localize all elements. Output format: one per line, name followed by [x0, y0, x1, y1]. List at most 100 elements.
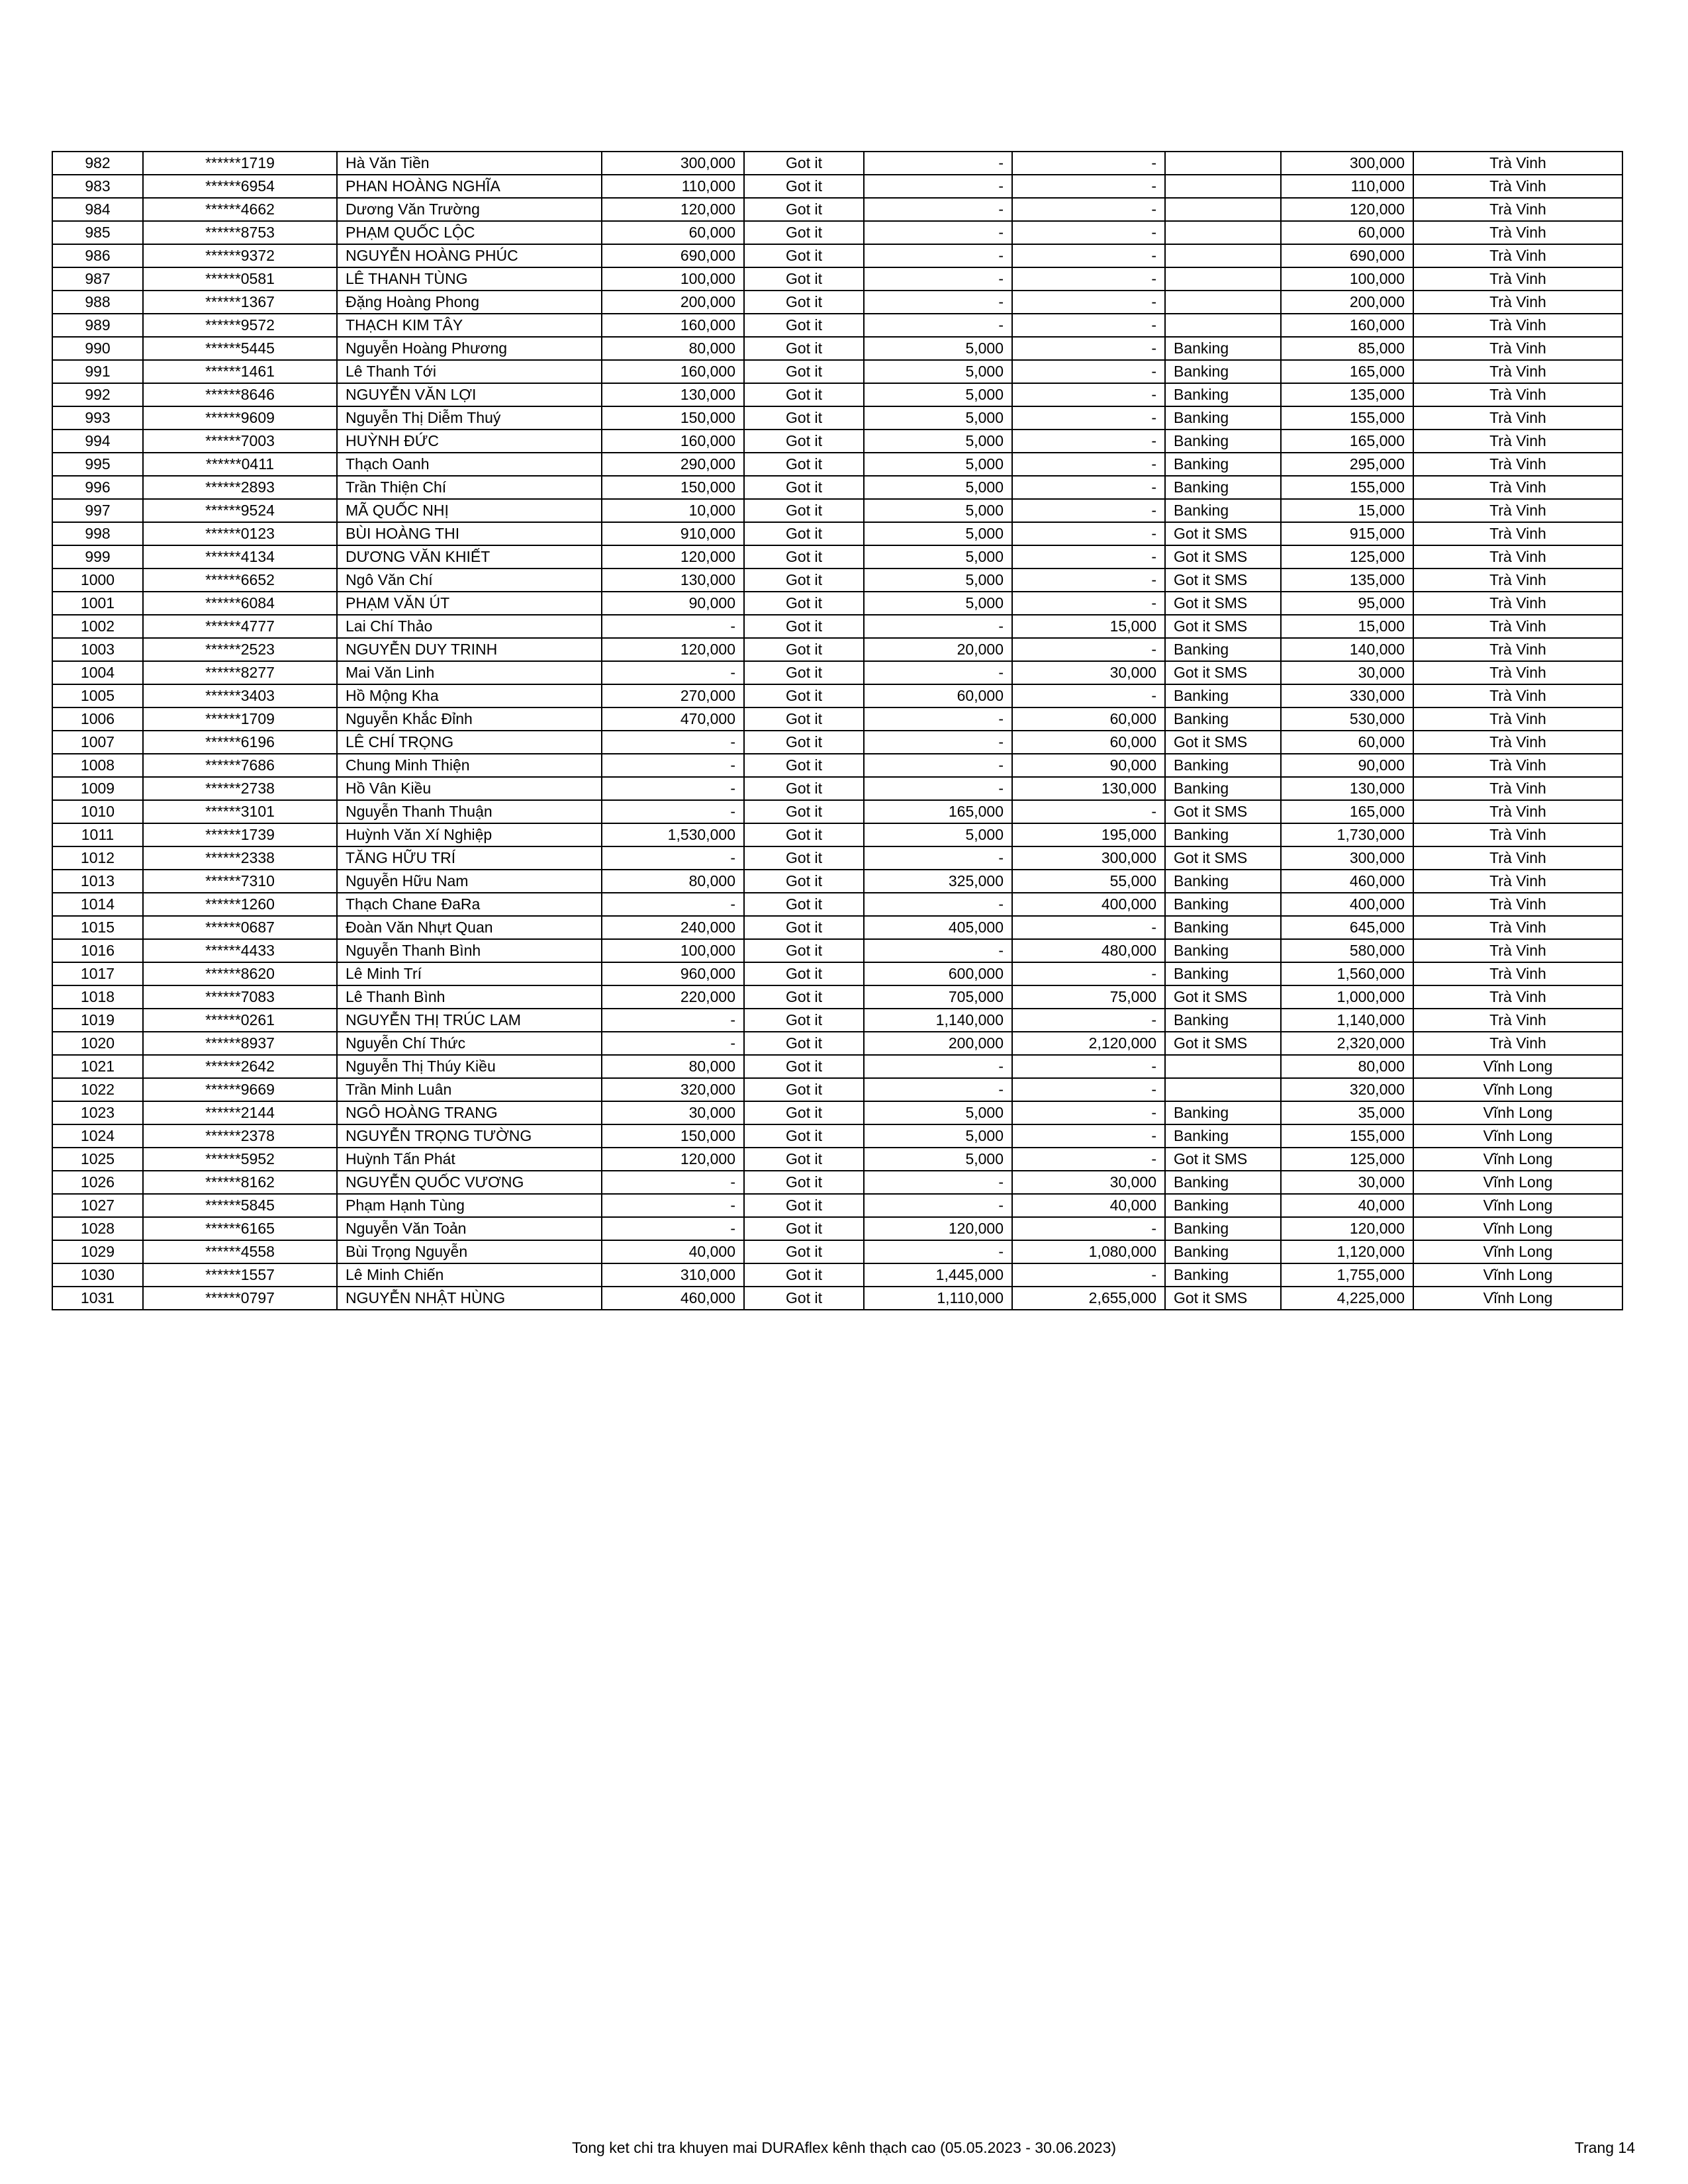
- customer-id-cell: ******5445: [142, 336, 338, 361]
- table-row: 1024 ******2378 NGUYỄN TRỌNG TƯỜNG 150,000 G…: [52, 1124, 1623, 1148]
- customer-id-cell: ******2738: [142, 776, 338, 801]
- total-amount-cell: 300,000: [1280, 846, 1414, 870]
- total-amount-cell: 35,000: [1280, 1101, 1414, 1125]
- amount-2-cell: 200,000: [863, 1031, 1013, 1056]
- customer-id-cell: ******9609: [142, 406, 338, 430]
- province-cell: Vĩnh Long: [1413, 1077, 1623, 1102]
- total-amount-cell: 80,000: [1280, 1054, 1414, 1079]
- customer-name-cell: Nguyễn Khắc Đỉnh: [336, 707, 602, 731]
- total-amount-cell: 400,000: [1280, 892, 1414, 917]
- table-row: 985 ******8753 PHẠM QUỐC LỘC 60,000 Got it - -…: [52, 220, 1623, 245]
- status-cell: Got it: [743, 406, 865, 430]
- amount-3-cell: -: [1011, 1054, 1166, 1079]
- customer-id-cell: ******0797: [142, 1286, 338, 1310]
- status-cell: Got it: [743, 1124, 865, 1148]
- amount-1-cell: 60,000: [601, 220, 745, 245]
- amount-1-cell: -: [601, 1216, 745, 1241]
- row-number-cell: 992: [52, 383, 144, 407]
- province-cell: Vĩnh Long: [1413, 1216, 1623, 1241]
- amount-2-cell: -: [863, 151, 1013, 175]
- status-cell: Got it: [743, 498, 865, 523]
- payment-method-cell: [1164, 1077, 1282, 1102]
- total-amount-cell: 4,225,000: [1280, 1286, 1414, 1310]
- amount-3-cell: -: [1011, 915, 1166, 940]
- province-cell: Trà Vinh: [1413, 938, 1623, 963]
- row-number-cell: 993: [52, 406, 144, 430]
- amount-1-cell: 150,000: [601, 406, 745, 430]
- total-amount-cell: 140,000: [1280, 637, 1414, 662]
- status-cell: Got it: [743, 962, 865, 986]
- table-row: 1012 ******2338 TĂNG HỮU TRÍ - Got it -300,00…: [52, 846, 1623, 870]
- customer-id-cell: ******3403: [142, 684, 338, 708]
- amount-2-cell: 600,000: [863, 962, 1013, 986]
- province-cell: Vĩnh Long: [1413, 1101, 1623, 1125]
- payment-method-cell: Got it SMS: [1164, 1147, 1282, 1171]
- customer-id-cell: ******2642: [142, 1054, 338, 1079]
- payment-method-cell: [1164, 267, 1282, 291]
- total-amount-cell: 915,000: [1280, 522, 1414, 546]
- row-number-cell: 1022: [52, 1077, 144, 1102]
- status-cell: Got it: [743, 1008, 865, 1032]
- amount-2-cell: 405,000: [863, 915, 1013, 940]
- row-number-cell: 985: [52, 220, 144, 245]
- customer-name-cell: THẠCH KIM TÂY: [336, 313, 602, 338]
- customer-id-cell: ******6954: [142, 174, 338, 199]
- province-cell: Vĩnh Long: [1413, 1193, 1623, 1218]
- customer-id-cell: ******9572: [142, 313, 338, 338]
- total-amount-cell: 15,000: [1280, 498, 1414, 523]
- province-cell: Trà Vinh: [1413, 1031, 1623, 1056]
- payment-method-cell: [1164, 244, 1282, 268]
- table-row: 987 ******0581 LÊ THANH TÙNG 100,000 Got it -…: [52, 267, 1623, 291]
- amount-1-cell: 300,000: [601, 151, 745, 175]
- amount-3-cell: -: [1011, 452, 1166, 477]
- amount-3-cell: -: [1011, 1077, 1166, 1102]
- row-number-cell: 989: [52, 313, 144, 338]
- amount-3-cell: -: [1011, 591, 1166, 615]
- total-amount-cell: 2,320,000: [1280, 1031, 1414, 1056]
- customer-id-cell: ******3101: [142, 799, 338, 824]
- customer-name-cell: Hồ Vân Kiều: [336, 776, 602, 801]
- total-amount-cell: 135,000: [1280, 568, 1414, 592]
- row-number-cell: 1004: [52, 660, 144, 685]
- table-row: 1015 ******0687 Đoàn Văn Nhựt Quan 240,000 G…: [52, 915, 1623, 940]
- amount-2-cell: -: [863, 1077, 1013, 1102]
- status-cell: Got it: [743, 915, 865, 940]
- amount-1-cell: 100,000: [601, 267, 745, 291]
- amount-3-cell: -: [1011, 383, 1166, 407]
- customer-name-cell: Trần Minh Luân: [336, 1077, 602, 1102]
- amount-2-cell: 5,000: [863, 522, 1013, 546]
- province-cell: Vĩnh Long: [1413, 1124, 1623, 1148]
- row-number-cell: 997: [52, 498, 144, 523]
- province-cell: Trà Vinh: [1413, 244, 1623, 268]
- table-row: 1007 ******6196 LÊ CHÍ TRỌNG - Got it -60,000…: [52, 730, 1623, 754]
- customer-id-cell: ******4433: [142, 938, 338, 963]
- amount-1-cell: -: [601, 614, 745, 639]
- total-amount-cell: 530,000: [1280, 707, 1414, 731]
- status-cell: Got it: [743, 1170, 865, 1195]
- amount-1-cell: 290,000: [601, 452, 745, 477]
- province-cell: Trà Vinh: [1413, 545, 1623, 569]
- customer-name-cell: Huỳnh Tấn Phát: [336, 1147, 602, 1171]
- province-cell: Trà Vinh: [1413, 776, 1623, 801]
- row-number-cell: 1015: [52, 915, 144, 940]
- row-number-cell: 999: [52, 545, 144, 569]
- status-cell: Got it: [743, 799, 865, 824]
- row-number-cell: 988: [52, 290, 144, 314]
- amount-1-cell: 130,000: [601, 383, 745, 407]
- table-row: 1023 ******2144 NGÔ HOÀNG TRANG 30,000 Got i…: [52, 1101, 1623, 1125]
- amount-1-cell: -: [601, 1008, 745, 1032]
- province-cell: Trà Vinh: [1413, 985, 1623, 1009]
- customer-id-cell: ******0123: [142, 522, 338, 546]
- table-row: 999 ******4134 DƯƠNG VĂN KHIẾT 120,000 Got i…: [52, 545, 1623, 569]
- table-row: 1026 ******8162 NGUYỄN QUỐC VƯƠNG - Got it -3…: [52, 1170, 1623, 1195]
- amount-3-cell: -: [1011, 545, 1166, 569]
- payment-method-cell: [1164, 220, 1282, 245]
- row-number-cell: 1031: [52, 1286, 144, 1310]
- customer-id-cell: ******7310: [142, 869, 338, 893]
- amount-2-cell: 60,000: [863, 684, 1013, 708]
- province-cell: Vĩnh Long: [1413, 1286, 1623, 1310]
- province-cell: Trà Vinh: [1413, 383, 1623, 407]
- status-cell: Got it: [743, 545, 865, 569]
- amount-2-cell: -: [863, 938, 1013, 963]
- payment-method-cell: Banking: [1164, 1240, 1282, 1264]
